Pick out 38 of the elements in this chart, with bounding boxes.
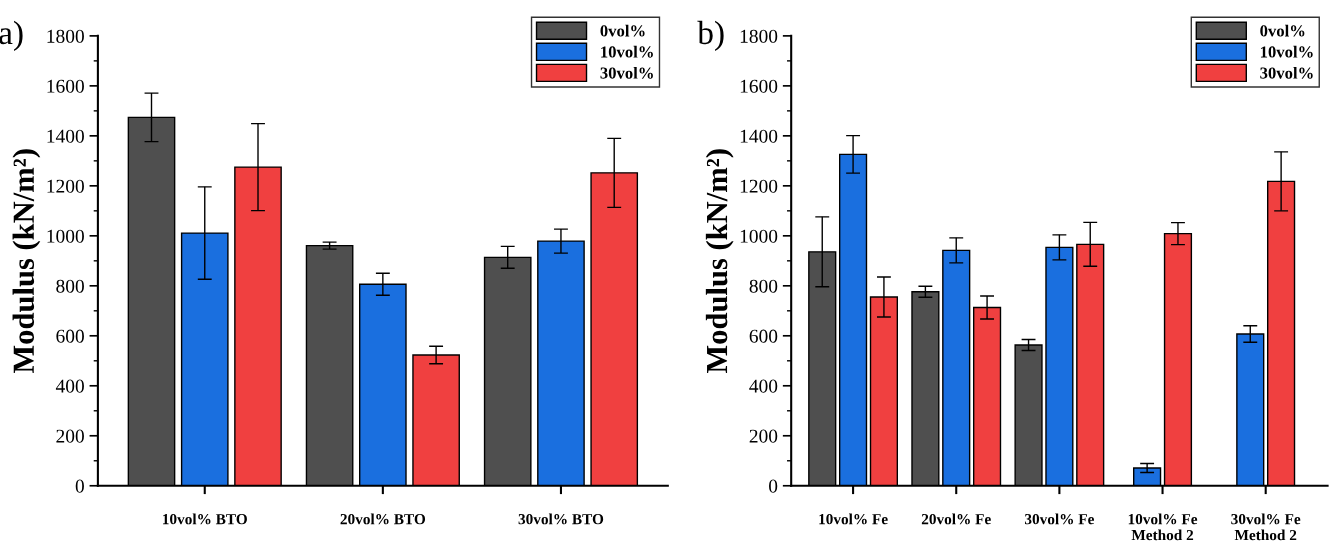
y-tick-label: 1800 bbox=[740, 29, 778, 43]
y-tick-label: 400 bbox=[749, 379, 778, 393]
y-tick-label: 1400 bbox=[740, 129, 778, 143]
y-tick-label: 1400 bbox=[47, 129, 84, 143]
x-tick-label: 30vol% Fe Method 2 bbox=[1231, 513, 1301, 541]
y-tick-label: 800 bbox=[56, 279, 84, 293]
y-tick-label: 1000 bbox=[740, 229, 778, 243]
x-tick-label: 20vol% BTO bbox=[340, 513, 426, 525]
legend-label: 30vol% bbox=[600, 66, 653, 79]
y-tick-label: 1600 bbox=[47, 79, 84, 93]
x-tick-label: 10vol% Fe Method 2 bbox=[1128, 513, 1198, 541]
y-tick-label: 0 bbox=[769, 479, 778, 493]
x-tick-label: 10vol% BTO bbox=[163, 513, 247, 525]
x-tick-label: 30vol% Fe bbox=[1024, 513, 1094, 525]
y-axis-title: Modulus (kN/m²) bbox=[705, 149, 734, 374]
y-tick-label: 1200 bbox=[47, 179, 84, 193]
y-tick-label: 0 bbox=[75, 479, 84, 493]
text: a) bbox=[0, 20, 23, 51]
y-axis-title: Modulus (kN/m²) bbox=[12, 149, 41, 374]
y-tick-label: 600 bbox=[749, 329, 778, 343]
y-tick-label: 1800 bbox=[47, 29, 84, 43]
text: b) bbox=[697, 20, 724, 51]
legend-label: 10vol% bbox=[1260, 45, 1313, 58]
y-tick-label: 1000 bbox=[47, 229, 84, 243]
x-tick-label: 30vol% BTO bbox=[518, 513, 604, 525]
y-tick-label: 400 bbox=[55, 379, 84, 393]
legend-label: 30vol% bbox=[1260, 66, 1313, 79]
legend-label: 0vol% bbox=[600, 24, 645, 37]
y-tick-label: 200 bbox=[56, 429, 84, 443]
x-tick-label: 20vol% Fe bbox=[921, 513, 991, 525]
y-tick-label: 800 bbox=[749, 279, 778, 293]
y-tick-label: 1200 bbox=[740, 179, 778, 193]
legend-label: 0vol% bbox=[1260, 24, 1305, 37]
y-tick-label: 200 bbox=[749, 429, 778, 443]
y-tick-label: 1600 bbox=[740, 79, 778, 93]
y-tick-label: 600 bbox=[56, 329, 84, 343]
legend-label: 10vol% bbox=[601, 45, 653, 58]
x-tick-label: 10vol% Fe bbox=[819, 513, 888, 525]
